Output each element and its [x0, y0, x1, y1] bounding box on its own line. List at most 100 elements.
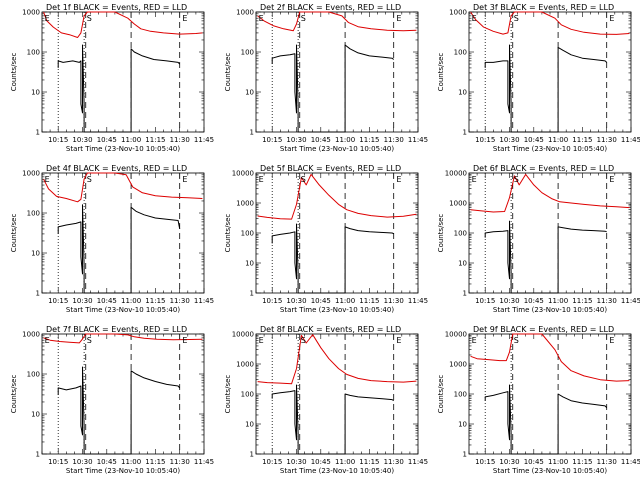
y-tick-label: 1000 — [236, 200, 254, 208]
series-line-lld — [257, 11, 417, 32]
x-tick-label: 11:45 — [194, 458, 214, 466]
x-tick-label: 11:45 — [621, 136, 640, 144]
panel-title: Det 5f BLACK = Events, RED = LLD — [260, 164, 401, 173]
y-tick-label: 100 — [241, 391, 254, 399]
panel-title: Det 6f BLACK = Events, RED = LLD — [473, 164, 614, 173]
y-axis-title: Counts/sec — [224, 375, 232, 414]
x-tick-label: 11:45 — [621, 458, 640, 466]
marker-label: E — [45, 336, 50, 345]
y-tick-label: 10 — [458, 260, 467, 268]
x-tick-label: 11:30 — [597, 458, 617, 466]
y-tick-label: 100 — [27, 210, 40, 218]
y-tick-label: 1 — [250, 290, 254, 298]
y-axis-title: Counts/sec — [10, 214, 18, 253]
x-tick-label: 10:45 — [97, 458, 117, 466]
x-tick-label: 10:15 — [262, 136, 282, 144]
x-tick-label: 10:15 — [475, 458, 495, 466]
x-tick-label: 11:15 — [359, 297, 379, 305]
x-tick-label: 11:00 — [548, 297, 568, 305]
series-line-lld — [470, 333, 630, 382]
marker-label: E — [609, 175, 614, 184]
x-tick-label: 10:45 — [524, 458, 544, 466]
marker-label: E — [472, 14, 477, 23]
y-tick-label: 10 — [245, 89, 254, 97]
detector-panel-1: Det 1f BLACK = Events, RED = LLD 1 10 100 10… — [10, 3, 214, 153]
detector-panel-6: Det 6f BLACK = Events, RED = LLD 1 10 100 10… — [437, 164, 640, 314]
x-tick-label: 10:30 — [286, 458, 306, 466]
panel-title: Det 7f BLACK = Events, RED = LLD — [46, 325, 187, 334]
y-tick-label: 10000 — [232, 170, 254, 178]
marker-label: S — [87, 175, 92, 184]
x-tick-label: 10:30 — [499, 136, 519, 144]
y-axis-title: Counts/sec — [10, 375, 18, 414]
y-tick-label: 10000 — [232, 331, 254, 339]
marker-label: E — [609, 14, 614, 23]
series-line-lld — [470, 173, 630, 213]
marker-label: E — [45, 175, 50, 184]
marker-label: S — [87, 336, 92, 345]
x-axis-title: Start Time (23-Nov-10 10:05:40) — [66, 306, 180, 314]
y-tick-label: 1 — [463, 129, 467, 137]
marker-label: E — [472, 336, 477, 345]
detector-panel-8: Det 8f BLACK = Events, RED = LLD 1 10 100 10… — [224, 325, 428, 475]
marker-label: S — [514, 14, 519, 23]
x-tick-label: 10:30 — [286, 136, 306, 144]
y-tick-label: 1 — [463, 451, 467, 459]
marker-label: E — [396, 336, 401, 345]
x-axis-title: Start Time (23-Nov-10 10:05:40) — [280, 145, 394, 153]
x-tick-label: 10:45 — [311, 136, 331, 144]
x-tick-label: 10:45 — [524, 136, 544, 144]
x-tick-label: 11:15 — [359, 136, 379, 144]
y-tick-label: 10000 — [445, 331, 467, 339]
y-tick-label: 1 — [250, 129, 254, 137]
marker-label: E — [609, 336, 614, 345]
x-tick-label: 10:45 — [97, 297, 117, 305]
y-tick-label: 100 — [454, 49, 467, 57]
y-tick-label: 100 — [454, 391, 467, 399]
x-tick-label: 10:15 — [475, 136, 495, 144]
y-tick-label: 10 — [31, 411, 40, 419]
x-tick-label: 11:15 — [572, 458, 592, 466]
x-tick-label: 11:00 — [335, 136, 355, 144]
x-axis-title: Start Time (23-Nov-10 10:05:40) — [280, 467, 394, 475]
y-tick-label: 1000 — [236, 361, 254, 369]
x-tick-label: 10:45 — [524, 297, 544, 305]
panel-title: Det 2f BLACK = Events, RED = LLD — [260, 3, 401, 12]
y-tick-label: 1 — [36, 129, 40, 137]
x-tick-label: 10:30 — [499, 297, 519, 305]
marker-label: E — [259, 175, 264, 184]
marker-label: E — [182, 336, 187, 345]
y-tick-label: 1 — [250, 451, 254, 459]
x-tick-label: 11:00 — [121, 458, 141, 466]
series-line-lld — [43, 172, 203, 203]
x-tick-label: 11:45 — [408, 458, 428, 466]
detector-panel-3: Det 3f BLACK = Events, RED = LLD 1 10 100 10… — [437, 3, 640, 153]
x-tick-label: 11:45 — [408, 297, 428, 305]
y-tick-label: 100 — [241, 230, 254, 238]
series-line-events — [57, 366, 181, 455]
x-tick-label: 10:30 — [72, 136, 92, 144]
series-line-events — [57, 204, 181, 294]
y-tick-label: 10 — [458, 421, 467, 429]
detector-panel-5: Det 5f BLACK = Events, RED = LLD 1 10 100 10… — [224, 164, 428, 314]
x-tick-label: 11:15 — [359, 458, 379, 466]
x-tick-label: 10:45 — [311, 297, 331, 305]
marker-label: E — [182, 14, 187, 23]
panel-title: Det 3f BLACK = Events, RED = LLD — [473, 3, 614, 12]
marker-label: S — [514, 336, 519, 345]
detector-panel-2: Det 2f BLACK = Events, RED = LLD 1 10 100 10… — [224, 3, 428, 153]
x-tick-label: 11:15 — [572, 136, 592, 144]
x-tick-label: 11:15 — [145, 136, 165, 144]
panel-title: Det 4f BLACK = Events, RED = LLD — [46, 164, 187, 173]
x-tick-label: 11:45 — [408, 136, 428, 144]
x-tick-label: 10:30 — [499, 458, 519, 466]
y-axis-title: Counts/sec — [224, 53, 232, 92]
y-tick-label: 10 — [245, 260, 254, 268]
x-tick-label: 11:45 — [194, 136, 214, 144]
marker-label: E — [472, 175, 477, 184]
series-line-lld — [257, 334, 417, 385]
y-tick-label: 10000 — [445, 170, 467, 178]
y-tick-label: 10 — [458, 89, 467, 97]
x-tick-label: 11:00 — [548, 136, 568, 144]
x-tick-label: 11:00 — [335, 297, 355, 305]
